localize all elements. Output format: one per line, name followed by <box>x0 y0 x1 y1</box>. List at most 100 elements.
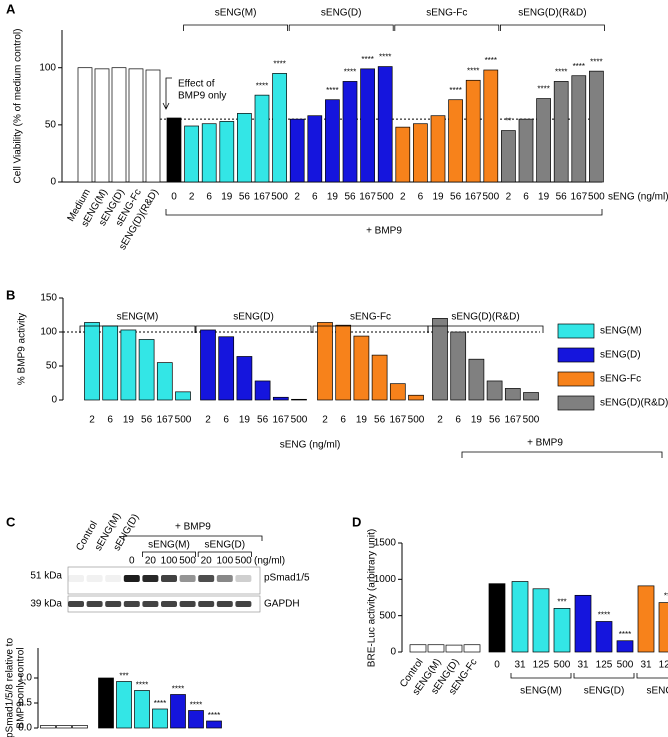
significance: **** <box>273 60 285 69</box>
group-bracket-label: sENG(D) <box>205 540 246 551</box>
bar <box>518 118 534 183</box>
blot-band <box>68 601 84 607</box>
group-bracket <box>500 24 605 31</box>
bar <box>465 79 481 183</box>
bar <box>377 66 393 183</box>
blot-band <box>142 575 159 582</box>
dose-label: 20 <box>145 556 157 567</box>
significance: ** <box>664 592 668 601</box>
group-bracket-label: sENG(D) <box>321 8 362 19</box>
x-tick-label: 56 <box>450 192 462 203</box>
x-axis-label: sENG (ng/ml) <box>608 192 668 203</box>
bar <box>488 583 506 653</box>
group-bracket-label: sENG(D)(R&D) <box>518 8 586 19</box>
bar <box>616 640 634 653</box>
group-bracket <box>183 24 288 31</box>
x-tick-label: 31 <box>577 660 589 671</box>
bar <box>77 67 93 183</box>
bar <box>166 117 182 183</box>
y-tick-label: 0.5 <box>18 698 32 709</box>
dose-label: 20 <box>201 556 213 567</box>
y-tick-label: 150 <box>40 293 57 304</box>
blot-band <box>235 601 252 607</box>
bar <box>360 68 375 183</box>
x-tick-label: 167 <box>504 415 521 426</box>
bar <box>408 394 424 401</box>
x-tick-label: 56 <box>374 415 386 426</box>
y-axis-label: % BMP9 activity <box>17 313 28 385</box>
group-bracket <box>142 551 196 557</box>
group-bracket-label: sENG(D) <box>584 686 625 697</box>
legend-label: sENG(D)(R&D) <box>600 398 668 409</box>
bar <box>432 318 448 401</box>
unit-label: (ng/ml) <box>254 556 285 567</box>
x-tick-label: 500 <box>554 660 571 671</box>
bar <box>595 621 613 653</box>
bar <box>448 99 463 183</box>
bar <box>289 118 305 183</box>
x-tick-label: 56 <box>141 415 153 426</box>
panel-letter: B <box>6 287 15 302</box>
group-bracket <box>636 673 668 679</box>
bar <box>501 130 516 183</box>
significance: **** <box>379 53 391 62</box>
x-tick-label: 2 <box>400 192 406 203</box>
y-tick-label: 1500 <box>374 538 397 549</box>
blot-band <box>179 601 196 607</box>
bar <box>371 354 388 401</box>
bar <box>571 75 587 183</box>
legend-swatch <box>557 347 595 363</box>
dose-label: 100 <box>161 556 178 567</box>
bar <box>236 356 253 401</box>
y-tick-label: 100 <box>39 62 56 73</box>
x-tick-label: 19 <box>356 415 368 426</box>
dose-label: 0 <box>129 556 135 567</box>
group-bracket-label: sENG-Fc <box>426 8 467 19</box>
y-tick-label: 1.0 <box>18 673 32 684</box>
significance: **** <box>485 56 497 65</box>
blot-band <box>198 575 215 582</box>
significance: **** <box>449 86 461 95</box>
x-tick-label: 6 <box>223 415 229 426</box>
bar <box>427 644 445 653</box>
blot-band <box>142 601 159 607</box>
bar <box>145 69 161 183</box>
bar <box>317 322 333 401</box>
x-tick-label: 167 <box>465 192 482 203</box>
group-bracket-label: sENG(M) <box>148 540 190 551</box>
bar <box>445 644 463 653</box>
bar <box>325 99 340 183</box>
bar <box>94 68 110 183</box>
panel-letter: D <box>352 514 361 529</box>
bar <box>111 67 127 183</box>
x-axis-label: sENG (ng/ml) <box>280 440 341 451</box>
x-tick-label: 167 <box>570 192 587 203</box>
y-tick-label: 0 <box>51 395 57 406</box>
group-bracket <box>79 325 196 333</box>
x-tick-label: 125 <box>659 660 668 671</box>
dose-label: 100 <box>216 556 233 567</box>
blot-band <box>179 575 196 582</box>
protein-label: pSmad1/5 <box>264 573 310 584</box>
x-tick-label: 500 <box>523 415 540 426</box>
bar <box>523 392 539 401</box>
group-bracket <box>195 325 312 333</box>
x-tick-label: 167 <box>156 415 173 426</box>
bar <box>589 70 604 183</box>
bar <box>237 113 252 183</box>
bar <box>486 380 503 401</box>
x-tick-label: 167 <box>254 192 271 203</box>
y-axis-label: BRE-Luc activity (arbitrary unit) <box>367 529 378 667</box>
significance: *** <box>119 672 128 681</box>
x-tick-label: 31 <box>640 660 652 671</box>
x-tick-label: 56 <box>344 192 356 203</box>
bar <box>307 115 323 183</box>
significance: **** <box>326 86 338 95</box>
bar <box>206 720 222 729</box>
x-tick-label: 6 <box>418 192 424 203</box>
blot-band <box>161 575 177 582</box>
x-tick-label: 31 <box>514 660 526 671</box>
significance: **** <box>590 57 602 66</box>
x-tick-label: 6 <box>340 415 346 426</box>
blot-band <box>86 575 103 582</box>
